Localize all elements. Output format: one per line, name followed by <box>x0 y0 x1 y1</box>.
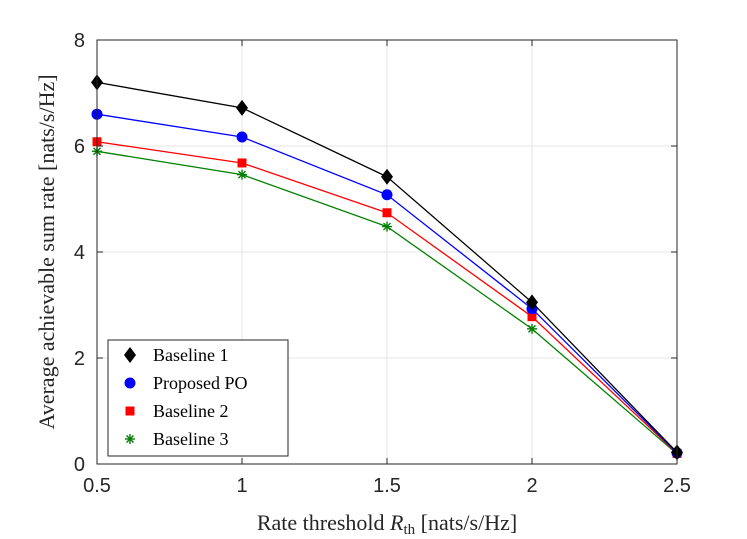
data-point-baseline-3 <box>237 169 247 180</box>
data-point-baseline-1 <box>381 168 393 185</box>
data-point-baseline-2 <box>382 208 392 218</box>
legend-marker-proposed-po <box>124 377 136 389</box>
legend-label-baseline-1: Baseline 1 <box>153 345 228 365</box>
data-point-baseline-3 <box>382 221 392 232</box>
x-tick-label: 1 <box>236 475 247 497</box>
data-point-baseline-2 <box>237 158 247 168</box>
legend-marker-baseline-1 <box>124 347 136 363</box>
y-tick-label: 8 <box>74 30 85 52</box>
legend-box <box>107 339 289 457</box>
data-point-baseline-2 <box>527 312 537 322</box>
ticks: 0.5 1 1.5 2 2.5 0 2 4 6 8 <box>74 30 691 497</box>
data-point-baseline-1 <box>526 294 538 311</box>
x-axis-title: Rate threshold Rth [nats/s/Hz] <box>257 510 517 538</box>
y-tick-label: 4 <box>74 242 85 264</box>
data-point-baseline-3 <box>527 323 537 334</box>
legend-label-proposed-po: Proposed PO <box>153 373 248 393</box>
legend: Baseline 1 Proposed PO Baseline 2 Baseline … <box>107 339 289 457</box>
legend-label-baseline-3: Baseline 3 <box>153 429 228 449</box>
x-tick-label: 0.5 <box>83 475 111 497</box>
y-tick-label: 2 <box>74 348 85 370</box>
x-tick-label: 2.5 <box>663 475 691 497</box>
legend-marker-baseline-2 <box>125 406 135 416</box>
legend-label-baseline-2: Baseline 2 <box>153 401 228 421</box>
data-point-baseline-1 <box>236 99 248 116</box>
legend-marker-baseline-3 <box>125 434 135 444</box>
x-tick-label: 2 <box>526 475 537 497</box>
y-axis-title: Average achievable sum rate [nats/s/Hz] <box>34 74 59 429</box>
y-tick-label: 6 <box>74 136 85 158</box>
x-tick-label: 1.5 <box>373 475 401 497</box>
data-point-proposed-po <box>381 189 393 201</box>
data-point-proposed-po <box>236 131 248 143</box>
y-tick-label: 0 <box>74 454 85 476</box>
